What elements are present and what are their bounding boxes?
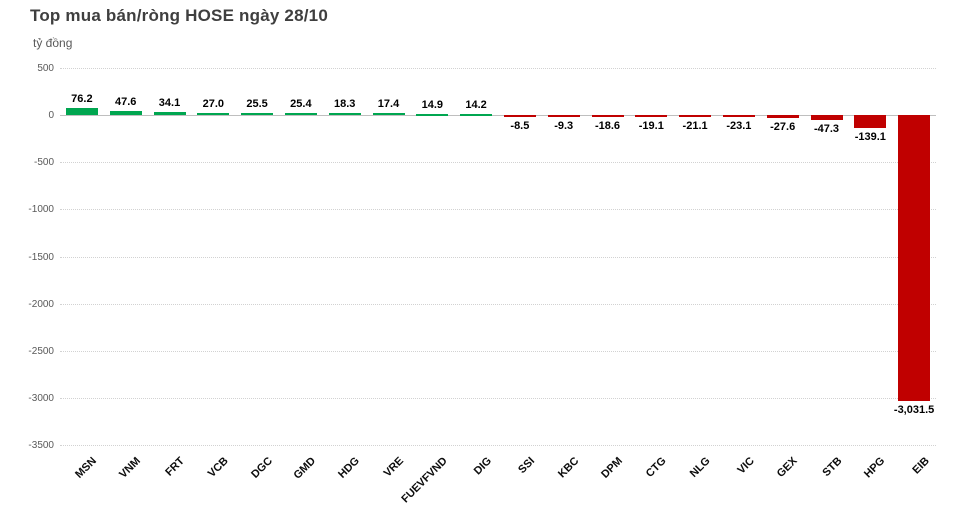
gridline	[60, 303, 936, 305]
bar-eib	[898, 115, 930, 401]
bar-value-label: 47.6	[114, 95, 137, 108]
x-tick-label: DPM	[599, 455, 625, 481]
bar-hpg	[854, 115, 886, 129]
x-tick-label: KBC	[555, 455, 582, 481]
x-tick-label: MSN	[73, 455, 100, 481]
bar-value-label: -3,031.5	[893, 403, 935, 416]
bar-hdg	[329, 113, 361, 116]
bar-dgc	[241, 112, 273, 116]
x-tick-label: EIB	[910, 455, 932, 477]
y-tick-label: -1000	[28, 204, 54, 216]
x-axis-line	[60, 115, 936, 117]
bar-dig	[460, 113, 492, 116]
gridline	[60, 162, 936, 164]
bar-ssi	[504, 115, 536, 118]
bar-value-label: -9.3	[554, 120, 574, 133]
gridline	[60, 68, 936, 69]
bar-value-label: 14.2	[465, 98, 487, 111]
x-tick-label: VRE	[381, 455, 406, 480]
bar-value-label: -8.5	[510, 120, 530, 133]
bar-nlg	[679, 115, 711, 118]
y-tick-label: 500	[37, 63, 54, 74]
bar-dpm	[592, 115, 624, 118]
chart-title: Top mua bán/ròng HOSE ngày 28/10	[30, 6, 328, 25]
bar-value-label: -18.6	[594, 120, 621, 133]
bar-vcb	[197, 112, 229, 116]
bar-stb	[811, 115, 843, 120]
bar-value-label: 34.1	[158, 96, 181, 109]
x-tick-label: HDG	[336, 455, 363, 481]
x-tick-label: FUEVFVND	[399, 455, 450, 506]
x-tick-label: GEX	[775, 455, 801, 480]
bar-gex	[767, 115, 799, 118]
bar-value-label: -27.6	[770, 120, 796, 133]
bar-vre	[373, 113, 405, 116]
bar-value-label: 18.3	[333, 98, 356, 111]
y-tick-label: -2000	[28, 298, 54, 310]
bar-value-label: -139.1	[854, 131, 886, 144]
x-tick-label: VIC	[734, 455, 757, 477]
bar-value-label: 27.0	[202, 97, 225, 110]
gridline	[60, 397, 936, 399]
bar-value-label: 17.4	[377, 98, 400, 111]
y-tick-label: 0	[48, 110, 54, 122]
y-tick-label: -3000	[28, 392, 54, 404]
x-tick-label: CTG	[643, 455, 669, 480]
gridline	[60, 256, 936, 258]
gridline	[60, 445, 936, 446]
bar-msn	[66, 107, 98, 116]
bar-value-label: 25.5	[246, 97, 268, 110]
x-tick-label: FRT	[163, 455, 187, 479]
bar-value-label: 76.2	[71, 92, 93, 105]
gridline	[60, 209, 936, 211]
bar-fuevfvnd	[416, 113, 448, 116]
y-tick-label: -2500	[28, 345, 54, 357]
x-tick-label: GMD	[291, 455, 319, 482]
bar-value-label: -21.1	[682, 120, 708, 133]
x-tick-label: SSI	[516, 455, 538, 477]
bar-vnm	[110, 110, 142, 116]
bar-value-label: -47.3	[813, 122, 840, 135]
bar-ctg	[635, 115, 667, 118]
bar-value-label: 14.9	[421, 98, 444, 111]
y-tick-label: -500	[33, 157, 54, 169]
y-axis-unit-label: tỷ đồng	[33, 36, 73, 50]
x-tick-label: DGC	[248, 455, 275, 481]
bar-value-label: -19.1	[638, 120, 664, 133]
bar-value-label: -23.1	[726, 120, 752, 133]
bar-gmd	[285, 112, 317, 116]
x-tick-label: VNM	[117, 455, 144, 481]
bar-kbc	[548, 115, 580, 118]
x-tick-label: NLG	[687, 455, 713, 480]
bar-value-label: 25.4	[290, 97, 312, 110]
bar-vic	[723, 115, 755, 118]
x-tick-label: STB	[819, 455, 844, 480]
x-tick-label: DIG	[471, 455, 494, 478]
bar-frt	[154, 111, 186, 116]
x-tick-label: HPG	[862, 455, 888, 481]
y-tick-label: -3500	[28, 440, 54, 451]
x-tick-label: VCB	[205, 455, 231, 480]
gridline	[60, 350, 936, 352]
plot-area: 500 0 -500 -1000 -1500 -2000 -2500 -3000 -3500 76…	[28, 63, 936, 505]
y-tick-label: -1500	[28, 251, 54, 263]
